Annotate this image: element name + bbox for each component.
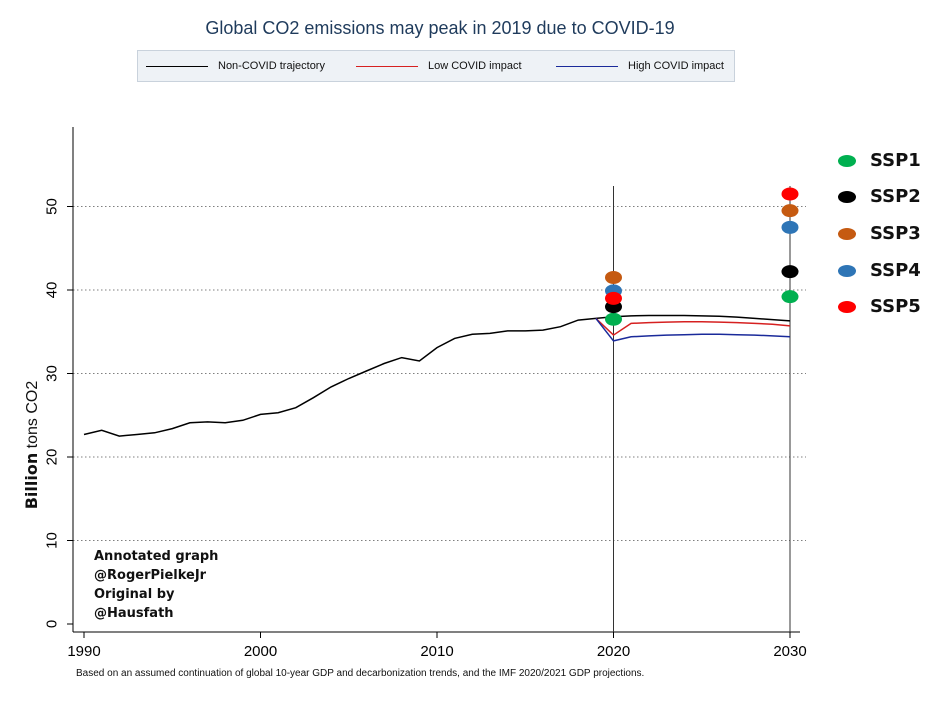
x-tick-label: 2020 bbox=[597, 643, 630, 660]
annotation-line: @Hausfath bbox=[94, 606, 174, 621]
ssp2-dot-icon bbox=[838, 190, 856, 203]
annotation-line: @RogerPielkeJr bbox=[94, 568, 207, 583]
legend-item-low-covid: Low COVID impact bbox=[356, 51, 522, 81]
annotation-line: Annotated graph bbox=[94, 549, 219, 564]
y-tick-label: 10 bbox=[44, 532, 61, 549]
y-tick-label: 0 bbox=[44, 620, 61, 628]
ssp3-dot-icon bbox=[838, 227, 856, 240]
legend-label-non-covid: Non-COVID trajectory bbox=[218, 60, 325, 72]
x-tick-label: 2010 bbox=[420, 643, 453, 660]
legend-swatch-high-covid bbox=[556, 65, 618, 67]
ssp3-point bbox=[605, 270, 622, 284]
x-tick-label: 2030 bbox=[773, 643, 806, 660]
ssp-legend-label: SSP2 bbox=[870, 186, 921, 207]
legend-swatch-low-covid bbox=[356, 65, 418, 67]
ssp1-point bbox=[605, 312, 622, 326]
ssp-legend-label: SSP5 bbox=[870, 296, 921, 317]
annotation-line: Original by bbox=[94, 587, 175, 602]
ssp-legend-label: SSP4 bbox=[870, 260, 921, 281]
ssp2-point bbox=[781, 265, 799, 279]
y-tick-label: 50 bbox=[44, 198, 61, 215]
ssp-legend-item-ssp4: SSP4 bbox=[838, 260, 921, 281]
series-line-2 bbox=[595, 317, 791, 337]
ssp-legend-item-ssp3: SSP3 bbox=[838, 223, 921, 244]
footnote: Based on an assumed continuation of glob… bbox=[76, 668, 645, 679]
ssp5-point bbox=[605, 291, 622, 305]
ssp-legend-item-ssp1: SSP1 bbox=[838, 150, 921, 171]
chart-title: Global CO2 emissions may peak in 2019 du… bbox=[205, 18, 675, 38]
legend-swatch-non-covid bbox=[146, 65, 208, 67]
ssp4-point bbox=[781, 220, 799, 234]
legend-label-high-covid: High COVID impact bbox=[628, 60, 724, 72]
x-tick-label: 2000 bbox=[244, 643, 277, 660]
y-tick-label: 30 bbox=[44, 365, 61, 382]
ssp1-dot-icon bbox=[838, 154, 856, 167]
ssp-legend-label: SSP1 bbox=[870, 150, 921, 171]
x-tick-label: 1990 bbox=[67, 643, 100, 660]
series-legend: Non-COVID trajectory Low COVID impact Hi… bbox=[137, 50, 735, 82]
ssp4-dot-icon bbox=[838, 264, 856, 277]
ssp-legend-label: SSP3 bbox=[870, 223, 921, 244]
legend-item-high-covid: High COVID impact bbox=[556, 51, 724, 81]
y-axis-label-rest: tons CO2 bbox=[24, 380, 41, 453]
series-line-1 bbox=[83, 314, 791, 437]
legend-item-non-covid: Non-COVID trajectory bbox=[146, 51, 325, 81]
y-axis-label-bold: Billion bbox=[22, 452, 41, 510]
y-tick-label: 40 bbox=[44, 282, 61, 299]
ssp1-point bbox=[781, 290, 799, 304]
ssp5-point bbox=[781, 187, 799, 201]
ssp5-dot-icon bbox=[838, 300, 856, 313]
y-tick-label: 20 bbox=[44, 449, 61, 466]
ssp3-point bbox=[781, 204, 799, 218]
series-line-3 bbox=[595, 317, 791, 342]
legend-label-low-covid: Low COVID impact bbox=[428, 60, 522, 72]
ssp-legend-item-ssp2: SSP2 bbox=[838, 186, 921, 207]
y-axis-label: Billion tons CO2 bbox=[22, 381, 42, 510]
annotation-box: Annotated graph @RogerPielkeJr Original … bbox=[94, 547, 218, 623]
ssp-legend-item-ssp5: SSP5 bbox=[838, 296, 921, 317]
